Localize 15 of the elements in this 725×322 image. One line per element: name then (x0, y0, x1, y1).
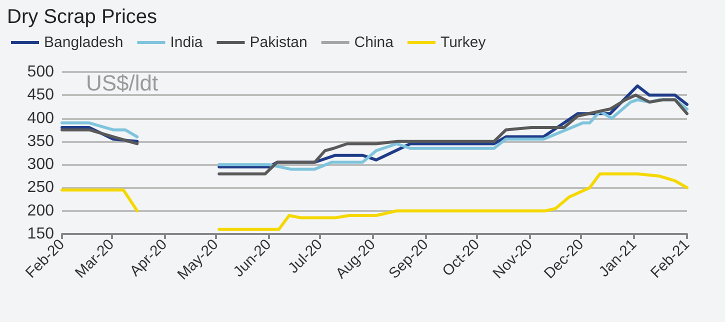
y-tick-label: 250 (27, 179, 54, 196)
y-tick-label: 400 (27, 110, 54, 127)
legend-label: Bangladesh (44, 34, 124, 51)
y-tick-label: 300 (27, 156, 54, 174)
y-tick-label: 500 (27, 64, 54, 80)
y-tick-label: 350 (27, 132, 54, 150)
y-tick-label: 200 (27, 202, 54, 220)
legend-label: Turkey (440, 34, 486, 51)
legend-label: India (170, 34, 204, 51)
y-axis-title: US$/ldt (86, 70, 158, 96)
y-tick-label: 150 (27, 226, 54, 242)
legend-label: China (354, 34, 394, 51)
legend-label: Pakistan (250, 34, 308, 51)
chart-title: Dry Scrap Prices (7, 6, 158, 28)
y-tick-label: 450 (27, 86, 54, 104)
